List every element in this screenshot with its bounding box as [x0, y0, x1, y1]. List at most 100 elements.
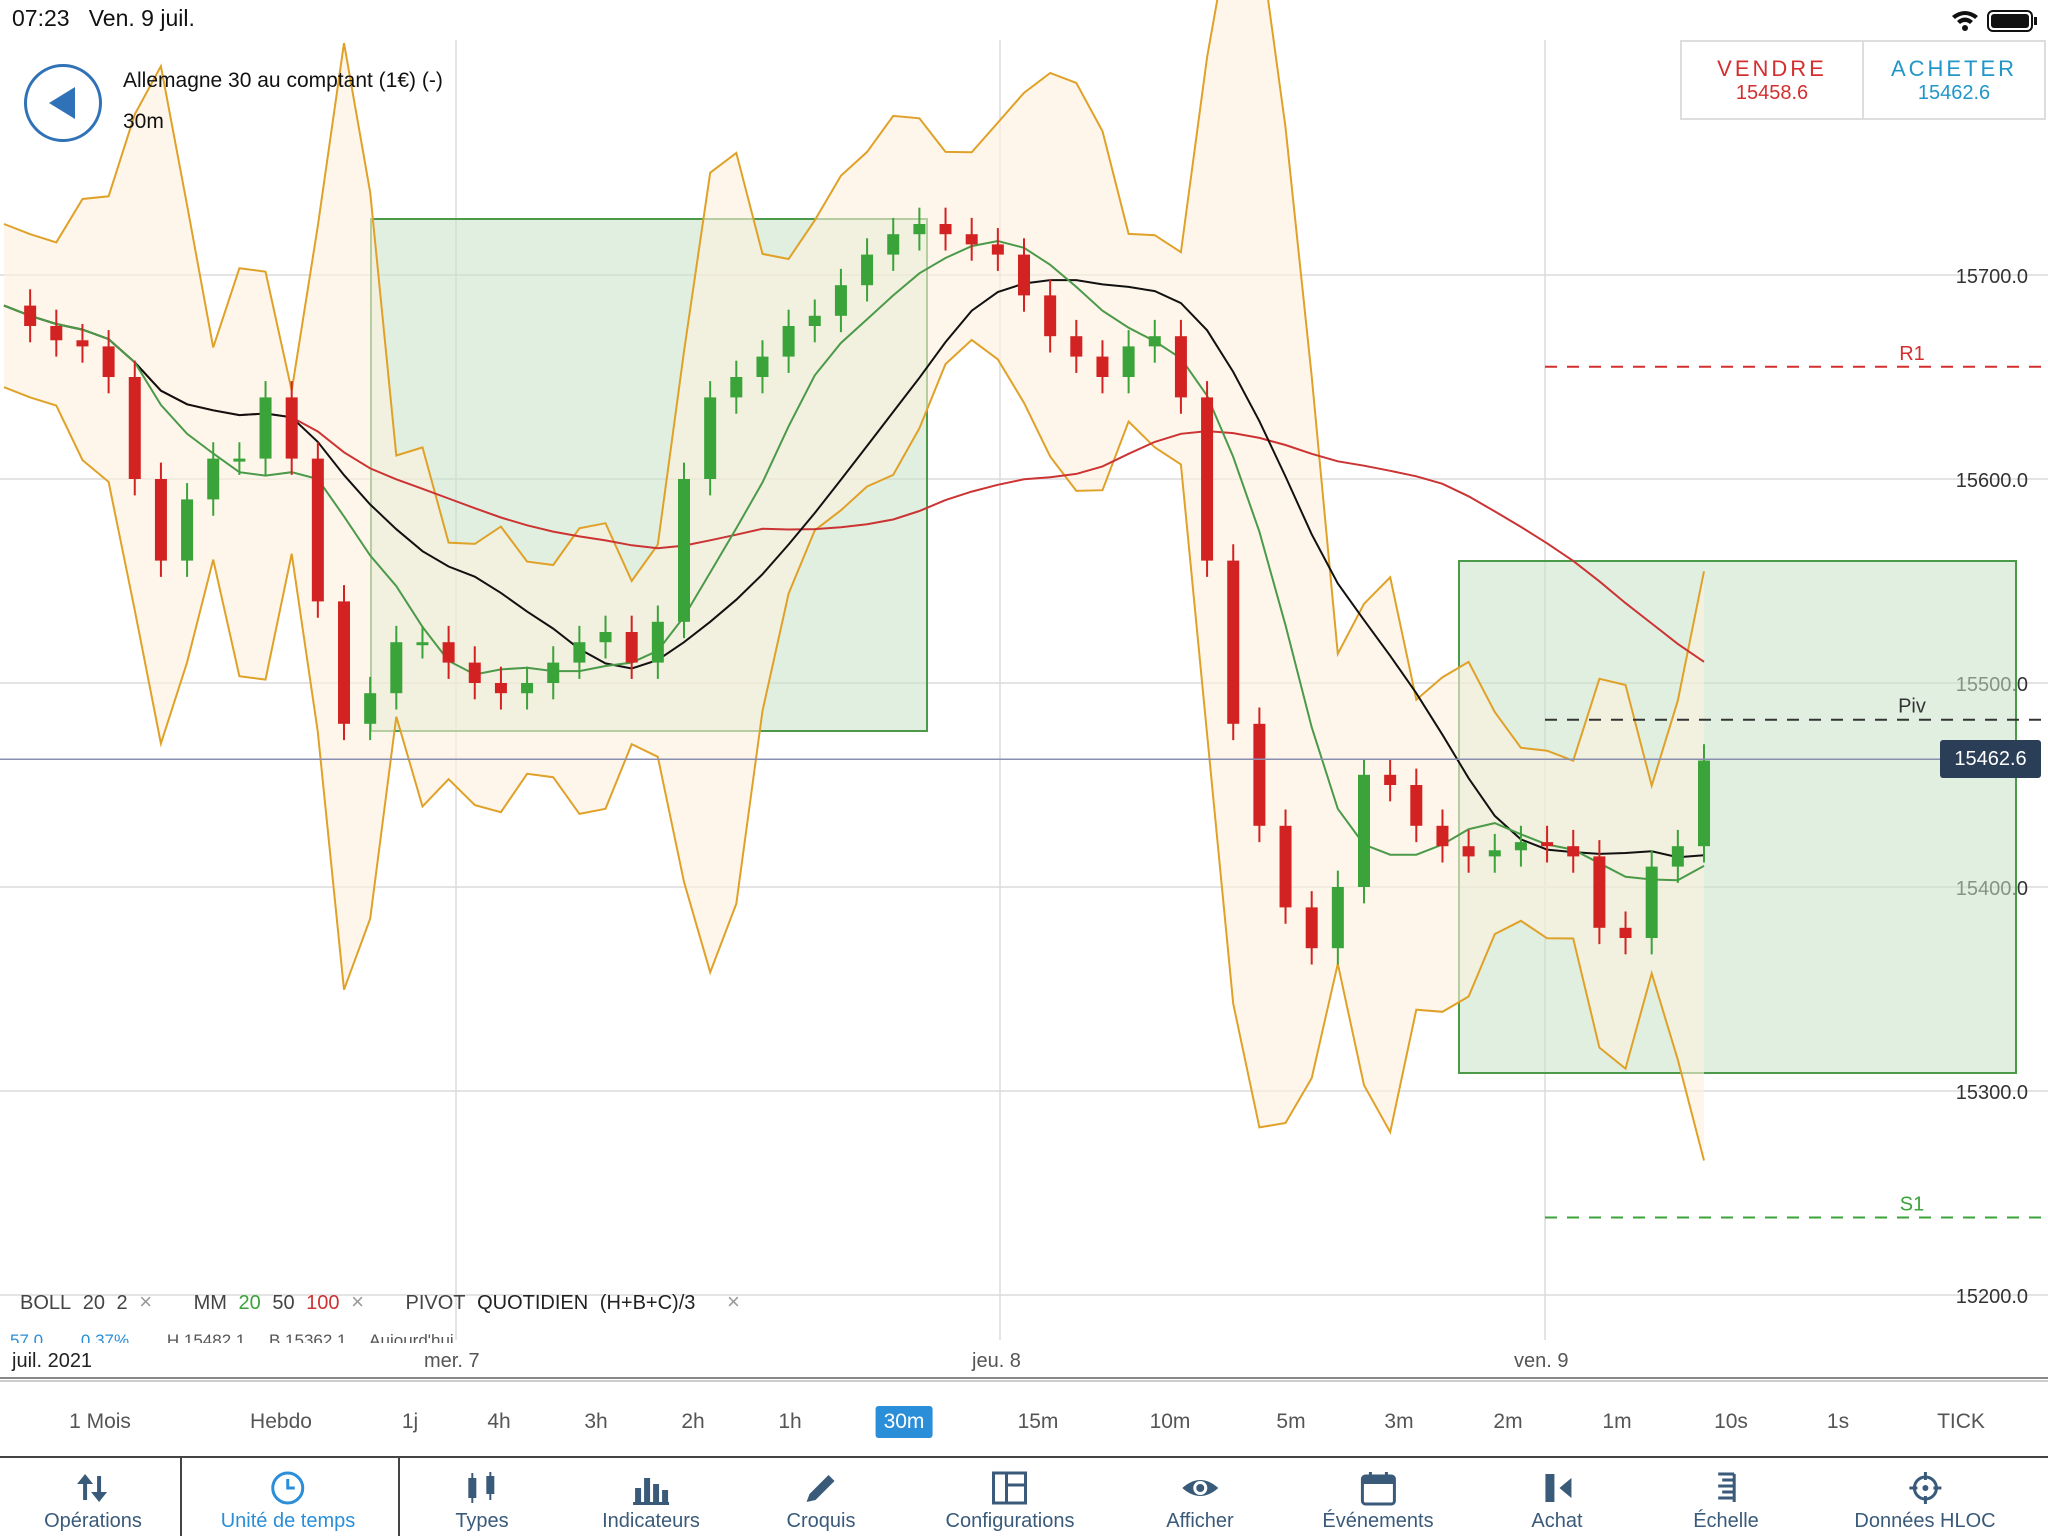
candle-body — [1541, 842, 1554, 847]
remove-mm-icon[interactable]: × — [351, 1289, 364, 1314]
remove-boll-icon[interactable]: × — [139, 1289, 153, 1314]
candle-body — [1645, 866, 1658, 938]
toolbar-echelle[interactable]: Échelle — [1693, 1458, 1759, 1538]
bollinger-band-fill — [4, 0, 1704, 1161]
sell-price: 15458.6 — [1735, 82, 1809, 104]
toolbar-configurations[interactable]: Configurations — [946, 1458, 1074, 1538]
candle-body — [1070, 336, 1083, 357]
date-label-wed: mer. 7 — [424, 1350, 480, 1372]
stat-change: 57.0 — [10, 1331, 44, 1343]
timeframe-30m[interactable]: 30m — [875, 1406, 933, 1438]
operations-icon — [77, 1474, 107, 1502]
stat-high: H 15482.1 — [166, 1331, 246, 1343]
mm100-label: 100 — [306, 1292, 340, 1314]
toolbar-label: Achat — [1531, 1510, 1583, 1532]
candle-body — [1593, 856, 1606, 928]
toolbar-label: Opérations — [44, 1510, 142, 1532]
indicator-bar: BOLL 20 2 × MM 20 50 100 × PIVOT QUOTIDI… — [20, 1289, 776, 1315]
pencil-icon — [806, 1475, 835, 1502]
timeframe-10m[interactable]: 10m — [1149, 1410, 1191, 1433]
candle-body — [1331, 887, 1344, 949]
instrument-name: Allemagne 30 au comptant (1€) (-) — [123, 69, 443, 92]
scale-icon — [1717, 1472, 1736, 1502]
toolbar-operations[interactable]: Opérations — [44, 1458, 142, 1538]
sell-label: VENDRE — [1717, 56, 1827, 81]
candlestick-icon — [467, 1472, 494, 1503]
candle-body — [625, 632, 638, 663]
timeframe-2h[interactable]: 2h — [681, 1410, 705, 1433]
toolbar-donnees-hloc[interactable]: Données HLOC — [1854, 1458, 1996, 1538]
status-icons — [1952, 10, 2037, 32]
timeframe-1-mois[interactable]: 1 Mois — [69, 1410, 131, 1433]
candle-body — [207, 458, 220, 500]
mm50-label: 50 — [272, 1292, 295, 1314]
candle-body — [1671, 846, 1684, 867]
toolbar-achat[interactable]: Achat — [1531, 1458, 1583, 1538]
price-chart[interactable]: 15700.015600.015500.015400.015300.015200… — [0, 0, 2048, 1380]
boll-label: BOLL — [20, 1292, 72, 1314]
candle-body — [913, 224, 926, 235]
candle-body — [782, 326, 795, 357]
toolbar-label: Événements — [1322, 1510, 1434, 1532]
buy-button[interactable]: ACHETER 15462.6 — [1862, 42, 2044, 118]
timeframe-hebdo[interactable]: Hebdo — [250, 1410, 312, 1433]
candle-body — [1436, 825, 1449, 847]
stats-row: 57.0 0.37% H 15482.1 B 15362.1 Aujourd'h… — [10, 1331, 454, 1343]
toolbar-afficher[interactable]: Afficher — [1166, 1458, 1234, 1538]
candle-body — [808, 315, 821, 326]
candle-body — [128, 377, 141, 479]
timeframe-bar: 1 Mois Hebdo 1j 4h 3h 2h 1h 30m 15m 10m 5m 3m 2m 1m 10… — [0, 1380, 2048, 1458]
boll-param-2: 2 — [116, 1292, 128, 1314]
timeframe-1s[interactable]: 1s — [1826, 1410, 1850, 1433]
timeframe-1m[interactable]: 1m — [1602, 1410, 1632, 1433]
candle-body — [1462, 846, 1475, 857]
remove-pivot-icon[interactable]: × — [726, 1289, 740, 1314]
toolbar-unite-de-temps[interactable]: Unité de temps — [221, 1458, 355, 1538]
toolbar-label: Indicateurs — [602, 1510, 700, 1532]
crosshair-icon — [1909, 1472, 1941, 1504]
y-tick-label: 15200.0 — [1956, 1286, 2028, 1308]
candle-body — [181, 499, 194, 561]
timeframe-4h[interactable]: 4h — [487, 1410, 511, 1433]
candle-body — [521, 683, 534, 694]
date-label-month: juil. 2021 — [12, 1350, 93, 1372]
candle-body — [991, 244, 1004, 255]
candle-body — [494, 683, 507, 694]
candle-body — [259, 397, 272, 459]
toolbar-types[interactable]: Types — [455, 1458, 509, 1538]
y-tick-label: 15700.0 — [1956, 266, 2028, 288]
status-time: 07:23 Ven. 9 juil. — [12, 5, 195, 31]
current-price-label: 15462.6 — [1940, 740, 2041, 779]
timeframe-15m[interactable]: 15m — [1017, 1410, 1059, 1433]
buy-label: ACHETER — [1890, 56, 2018, 81]
back-arrow-icon — [49, 87, 75, 119]
candle-body — [1567, 846, 1580, 857]
candle-body — [24, 305, 37, 326]
bollinger-lower-line — [3, 338, 1705, 1161]
sell-button[interactable]: VENDRE 15458.6 — [1682, 42, 1862, 118]
candle-body — [1358, 774, 1370, 887]
candle-body — [1174, 336, 1187, 398]
buy-price: 15462.6 — [1917, 82, 1991, 104]
mm-label: MM — [193, 1292, 227, 1314]
pivot-label-r1: R1 — [1899, 343, 1925, 365]
candle-body — [939, 224, 952, 235]
status-bar: 07:23 Ven. 9 juil. — [0, 0, 2048, 40]
candle-body — [76, 340, 89, 347]
timeframe-1j[interactable]: 1j — [401, 1410, 419, 1433]
back-button[interactable] — [24, 64, 102, 142]
timeframe-3h[interactable]: 3h — [584, 1410, 608, 1433]
timeframe-2m[interactable]: 2m — [1493, 1410, 1523, 1433]
timeframe-1h[interactable]: 1h — [778, 1410, 802, 1433]
toolbar-indicateurs[interactable]: Indicateurs — [602, 1458, 700, 1538]
boll-param-1: 20 — [82, 1292, 105, 1314]
timeframe-10s[interactable]: 10s — [1714, 1410, 1748, 1433]
date-label-fri: ven. 9 — [1514, 1350, 1569, 1372]
bottom-toolbar: Opérations Unité de temps Types Indicateurs… — [0, 1456, 2048, 1538]
timeframe-tick[interactable]: TICK — [1937, 1410, 1985, 1433]
timeframe-5m[interactable]: 5m — [1276, 1410, 1306, 1433]
toolbar-croquis[interactable]: Croquis — [787, 1458, 855, 1538]
timeframe-3m[interactable]: 3m — [1384, 1410, 1414, 1433]
toolbar-evenements[interactable]: Événements — [1322, 1458, 1434, 1538]
candle-body — [1044, 295, 1057, 337]
